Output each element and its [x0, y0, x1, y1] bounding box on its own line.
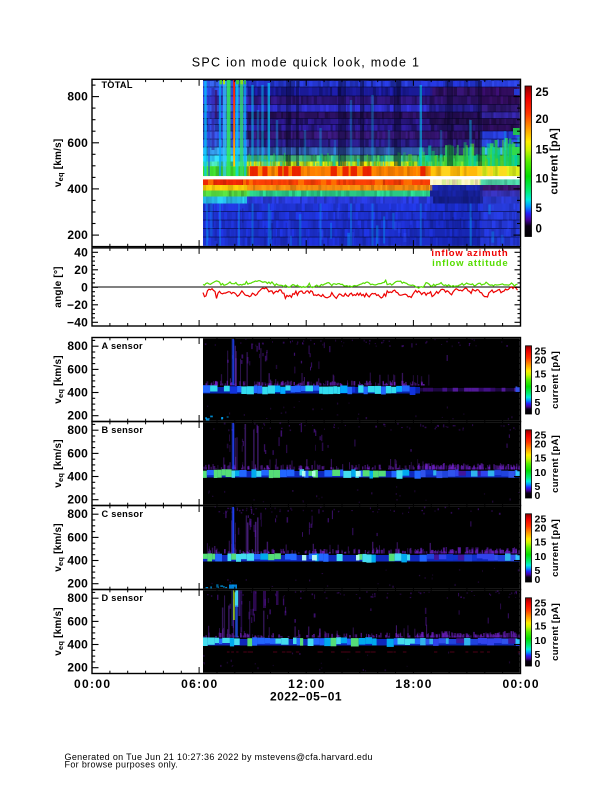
svg-text:inflow attitude: inflow attitude: [432, 258, 508, 269]
svg-text:200: 200: [67, 661, 88, 675]
svg-text:20: 20: [535, 522, 547, 534]
svg-text:400: 400: [67, 554, 88, 568]
svg-text:0: 0: [535, 574, 541, 586]
svg-text:20: 20: [536, 114, 549, 126]
svg-text:0: 0: [535, 490, 541, 502]
svg-text:800: 800: [67, 507, 88, 521]
svg-text:600: 600: [67, 136, 88, 150]
svg-text:25: 25: [535, 345, 547, 357]
svg-text:00:00: 00:00: [74, 677, 111, 691]
svg-text:400: 400: [67, 638, 88, 652]
svg-text:veq [km/s]: veq [km/s]: [53, 439, 65, 488]
svg-text:20: 20: [535, 354, 547, 366]
svg-text:10: 10: [535, 383, 547, 395]
svg-text:current [pA]: current [pA]: [550, 519, 561, 577]
svg-text:18:00: 18:00: [395, 677, 432, 691]
svg-text:veq [km/s]: veq [km/s]: [53, 139, 65, 188]
svg-text:TOTAL: TOTAL: [102, 80, 133, 90]
svg-text:400: 400: [67, 386, 88, 400]
svg-text:15: 15: [535, 369, 547, 381]
svg-text:0: 0: [535, 406, 541, 418]
svg-text:200: 200: [67, 577, 88, 591]
svg-text:600: 600: [67, 530, 88, 544]
svg-text:current [pA]: current [pA]: [550, 435, 561, 493]
svg-text:veq [km/s]: veq [km/s]: [53, 523, 65, 572]
svg-text:400: 400: [67, 470, 88, 484]
svg-text:25: 25: [535, 513, 547, 525]
svg-text:A sensor: A sensor: [102, 341, 143, 351]
svg-text:5: 5: [535, 481, 541, 493]
svg-text:40: 40: [74, 245, 88, 259]
svg-text:D sensor: D sensor: [102, 593, 144, 603]
svg-text:5: 5: [535, 649, 541, 661]
svg-text:veq [km/s]: veq [km/s]: [53, 607, 65, 656]
svg-text:800: 800: [67, 423, 88, 437]
svg-text:5: 5: [535, 565, 541, 577]
svg-text:06:00: 06:00: [181, 677, 218, 691]
svg-text:inflow azimuth: inflow azimuth: [431, 248, 508, 259]
svg-text:15: 15: [535, 537, 547, 549]
svg-text:0: 0: [536, 224, 543, 236]
svg-text:400: 400: [67, 182, 88, 196]
svg-text:current [pA]: current [pA]: [549, 128, 561, 195]
svg-text:10: 10: [536, 174, 549, 186]
svg-text:veq [km/s]: veq [km/s]: [53, 355, 65, 404]
svg-text:25: 25: [536, 87, 550, 99]
svg-text:2022−05−01: 2022−05−01: [270, 690, 342, 704]
svg-text:20: 20: [535, 606, 547, 618]
svg-text:800: 800: [67, 339, 88, 353]
svg-text:20: 20: [535, 438, 547, 450]
svg-text:5: 5: [535, 397, 541, 409]
svg-text:current [pA]: current [pA]: [550, 351, 561, 409]
svg-text:10: 10: [535, 467, 547, 479]
svg-text:25: 25: [535, 597, 547, 609]
svg-text:For browse purposes only.: For browse purposes only.: [65, 760, 179, 770]
svg-text:15: 15: [535, 621, 547, 633]
svg-text:600: 600: [67, 614, 88, 628]
svg-text:200: 200: [67, 409, 88, 423]
svg-text:B sensor: B sensor: [102, 425, 144, 435]
svg-text:15: 15: [536, 145, 550, 157]
svg-text:20: 20: [74, 263, 88, 277]
svg-text:25: 25: [535, 429, 547, 441]
svg-text:0: 0: [81, 280, 88, 294]
svg-text:C sensor: C sensor: [102, 509, 144, 519]
svg-text:−40: −40: [67, 315, 88, 329]
svg-text:800: 800: [67, 591, 88, 605]
svg-text:12:00: 12:00: [288, 677, 325, 691]
svg-text:angle [°]: angle [°]: [53, 266, 64, 307]
svg-text:5: 5: [536, 203, 543, 215]
svg-text:10: 10: [535, 635, 547, 647]
svg-text:800: 800: [67, 90, 88, 104]
svg-text:200: 200: [67, 493, 88, 507]
svg-text:−20: −20: [67, 298, 88, 312]
svg-text:600: 600: [67, 446, 88, 460]
svg-text:10: 10: [535, 551, 547, 563]
svg-text:0: 0: [535, 658, 541, 670]
svg-text:200: 200: [67, 228, 88, 242]
svg-text:SPC ion mode quick look, mode: SPC ion mode quick look, mode 1: [192, 56, 421, 70]
svg-text:600: 600: [67, 362, 88, 376]
svg-text:current [pA]: current [pA]: [550, 603, 561, 661]
svg-text:Generated on Tue Jun 21 10:27:: Generated on Tue Jun 21 10:27:36 2022 by…: [65, 752, 373, 762]
svg-text:15: 15: [535, 453, 547, 465]
svg-text:00:00: 00:00: [502, 677, 539, 691]
